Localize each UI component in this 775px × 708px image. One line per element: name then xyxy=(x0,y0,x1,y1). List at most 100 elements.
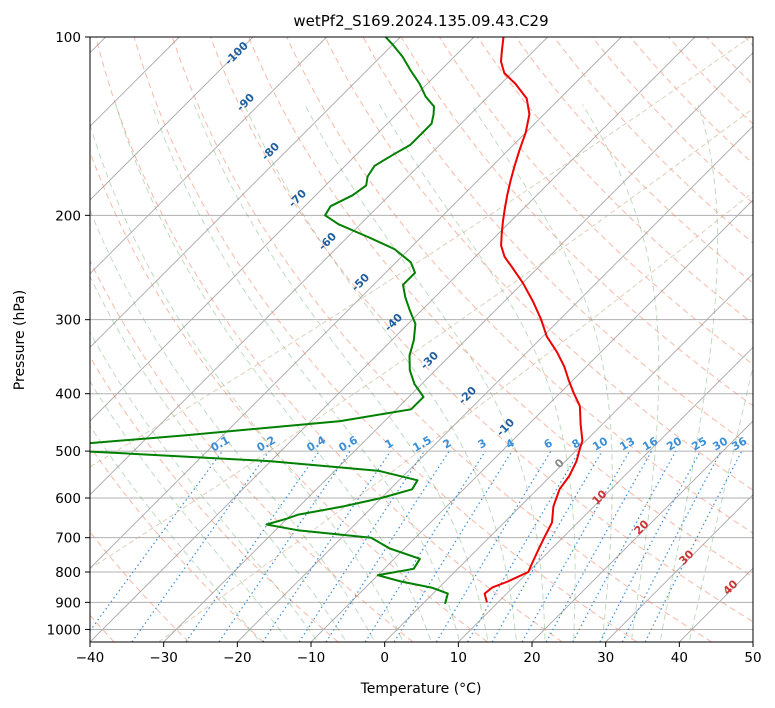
mixing-ratio-line xyxy=(298,450,425,642)
dry-adiabat xyxy=(438,37,753,365)
dry-adiabat xyxy=(362,37,753,449)
dry-adiabat xyxy=(515,37,753,284)
dry-adiabat xyxy=(90,445,264,642)
dry-adiabat xyxy=(477,37,753,325)
moist-adiabat xyxy=(90,275,346,640)
isotherm-gridline xyxy=(605,493,753,642)
mixing-ratio-label: 6 xyxy=(542,436,555,451)
moist-adiabat xyxy=(151,104,460,640)
x-tick-label: 50 xyxy=(744,650,761,666)
isotherm-gridline xyxy=(531,420,753,642)
moist-adiabat xyxy=(582,104,660,640)
dry-adiabat xyxy=(591,37,753,204)
dry-adiabat xyxy=(133,37,638,642)
tan-arc xyxy=(158,191,753,642)
mixing-ratio-line xyxy=(435,450,552,642)
moist-adiabat xyxy=(470,104,613,640)
x-tick-label: 10 xyxy=(450,650,467,666)
dry-adiabat-label: -50 xyxy=(349,271,372,294)
dry-adiabat xyxy=(90,259,414,642)
moist-adiabat xyxy=(243,104,517,640)
moist-adiabat xyxy=(90,380,288,640)
mixing-ratio-label: 20 xyxy=(664,434,684,453)
moist-adiabat-label: 20 xyxy=(632,517,652,537)
dry-adiabat-label: -10 xyxy=(494,416,517,439)
dry-adiabat xyxy=(629,37,753,165)
moist-adiabat xyxy=(90,424,259,640)
y-tick-label: 900 xyxy=(55,595,81,611)
x-tick-label: 20 xyxy=(523,650,540,666)
dry-adiabat xyxy=(553,37,753,244)
moist-adiabat xyxy=(90,123,403,640)
y-tick-label: 800 xyxy=(55,565,81,581)
mixing-ratio-label: 30 xyxy=(710,434,730,453)
moist-adiabat-label: 10 xyxy=(590,487,610,507)
mixing-ratio-line xyxy=(131,450,270,642)
mixing-ratio-label: 10 xyxy=(590,434,610,453)
isotherm-gridline xyxy=(90,37,254,201)
moist-adiabat xyxy=(193,104,489,640)
y-tick-label: 400 xyxy=(55,387,81,403)
x-tick-label: −20 xyxy=(223,650,252,666)
x-tick-label: −10 xyxy=(297,650,326,666)
tan-arc xyxy=(90,37,751,468)
moist-adiabat xyxy=(90,208,374,640)
y-axis-label: Pressure (hPa) xyxy=(12,290,28,390)
isotherm-gridline xyxy=(163,51,753,642)
axes: −40 −30 −20 −10 0 10 20 30 40 5010020030040050060… xyxy=(47,30,762,666)
moist-adiabat xyxy=(90,331,317,640)
mixing-ratio-line xyxy=(185,450,320,642)
dry-adiabat xyxy=(90,150,488,642)
mixing-ratio-label: 16 xyxy=(640,434,660,453)
y-tick-label: 300 xyxy=(55,313,81,329)
y-tick-label: 1000 xyxy=(47,622,81,638)
mixing-ratio-line xyxy=(466,450,580,642)
plot-area: -100-90-80-70-60-50-40-30-20-100.1 0.2 0.4… xyxy=(90,37,753,642)
dry-adiabat xyxy=(90,355,339,642)
isotherm-gridline xyxy=(457,346,753,642)
mixing-ratio-label: 13 xyxy=(617,435,637,454)
y-tick-label: 700 xyxy=(55,531,81,547)
mixing-ratio-line xyxy=(521,450,631,642)
moist-adiabat xyxy=(660,104,719,640)
mixing-ratio-line xyxy=(262,450,392,642)
y-tick-label: 600 xyxy=(55,491,81,507)
isotherm-gridline xyxy=(90,37,622,570)
moist-adiabat xyxy=(378,104,576,640)
mixing-ratio-line xyxy=(218,450,351,642)
dry-adiabat xyxy=(95,37,563,642)
mixing-ratio-line xyxy=(491,450,603,642)
isotherm-gridline xyxy=(90,37,549,496)
mixing-ratio-label: 3 xyxy=(476,436,489,451)
isotherm-gridline xyxy=(90,37,696,642)
x-tick-label: 30 xyxy=(597,650,614,666)
chart-title: wetPf2_S169.2024.135.09.43.C29 xyxy=(293,12,548,31)
moist-adiabat xyxy=(689,363,753,640)
isotherm-gridline xyxy=(384,272,753,642)
dry-adiabat xyxy=(400,37,753,407)
mixing-ratio-line xyxy=(545,450,653,642)
dry-adiabat xyxy=(210,37,753,623)
x-tick-label: −40 xyxy=(76,650,105,666)
isotherm-gridline xyxy=(90,37,401,349)
mixing-ratio-line xyxy=(393,450,513,642)
mixing-ratio-line xyxy=(599,450,702,642)
temperature-line xyxy=(483,37,584,603)
mixing-ratio-line xyxy=(644,450,743,642)
moist-adiabat-label: 30 xyxy=(677,547,697,567)
moist-adiabat-label: 0 xyxy=(552,456,567,471)
dry-adiabat xyxy=(248,37,753,578)
y-tick-label: 500 xyxy=(55,444,81,460)
dewpoint-line xyxy=(90,37,449,605)
dry-adiabat-label: -70 xyxy=(286,187,309,210)
moist-adiabat xyxy=(304,104,546,640)
isotherm-gridline xyxy=(90,37,475,422)
dry-adiabat xyxy=(744,37,753,47)
dry-adiabat xyxy=(706,37,753,86)
dry-adiabat-label: -90 xyxy=(234,91,257,114)
y-tick-label: 100 xyxy=(55,30,81,46)
dry-adiabat-label: -30 xyxy=(418,349,441,372)
dry-adiabat xyxy=(324,37,753,491)
x-tick-label: 40 xyxy=(671,650,688,666)
